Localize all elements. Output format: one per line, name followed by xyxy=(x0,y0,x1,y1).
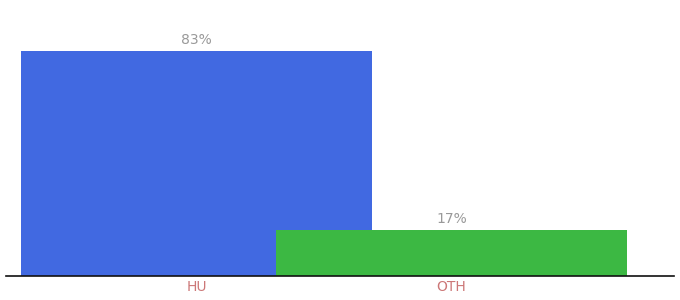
Bar xyxy=(276,230,627,276)
Bar xyxy=(22,52,372,276)
Text: 17%: 17% xyxy=(436,212,467,226)
Text: 83%: 83% xyxy=(182,33,212,47)
